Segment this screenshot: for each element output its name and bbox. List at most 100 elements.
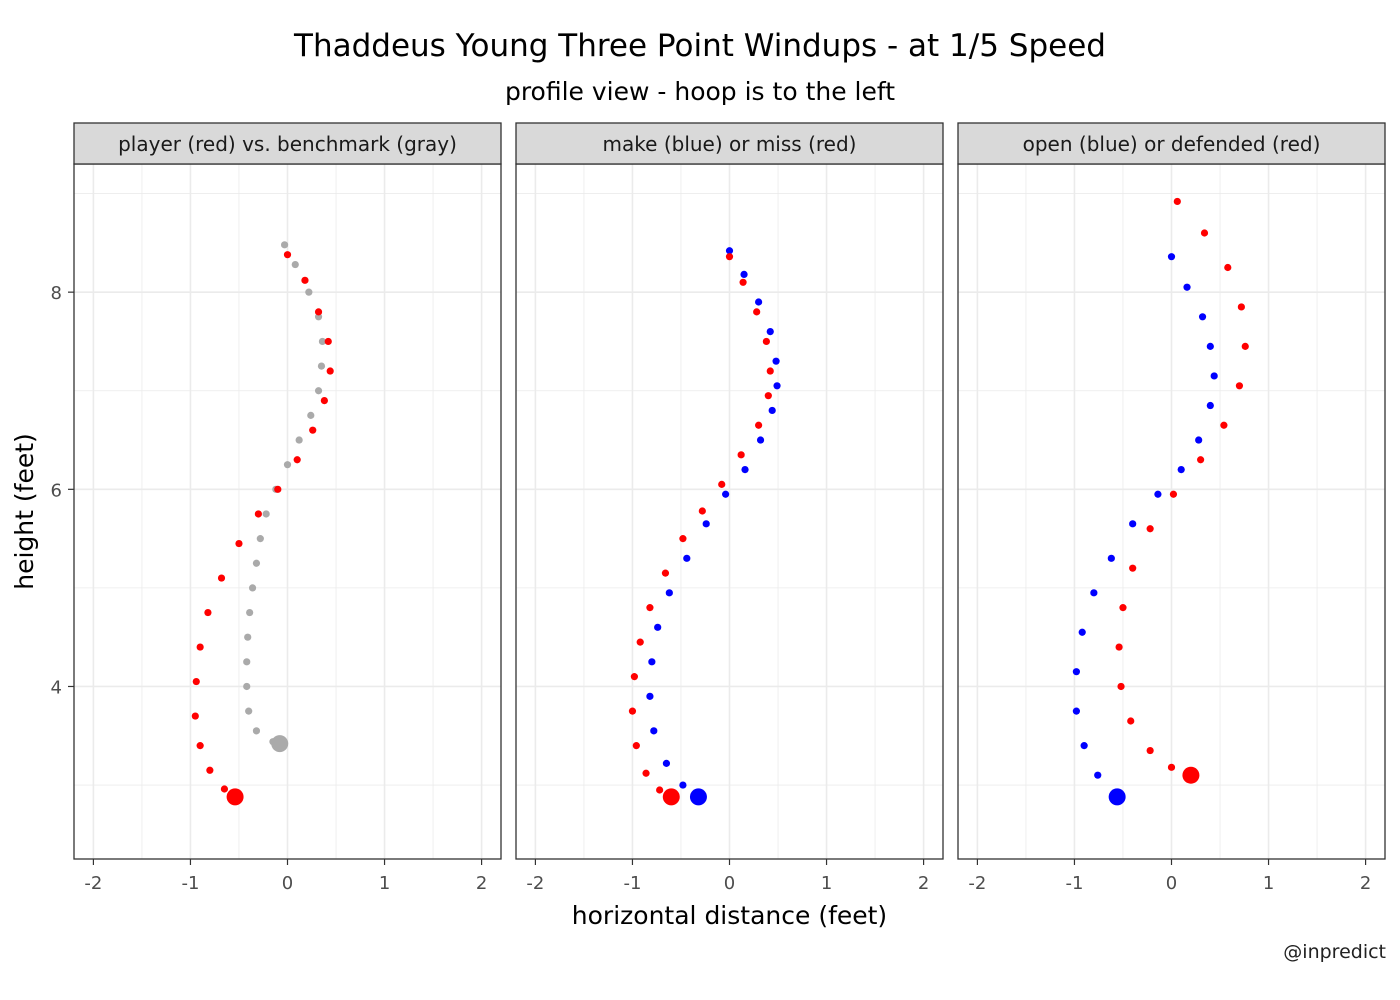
data-point-red [753,308,761,316]
data-point-red [1241,342,1249,350]
data-point-gray [244,633,252,641]
data-point-red [636,638,644,646]
data-point-gray [243,682,251,691]
data-point-red [1146,746,1154,755]
data-point-gray [317,362,326,370]
data-point-blue [756,436,765,444]
data-point-blue [1183,283,1191,291]
data-point-red [737,451,745,459]
data-point-blue [1129,520,1137,528]
x-tick-label: 0 [282,873,293,894]
data-point-red [630,673,638,681]
data-point-blue [1198,313,1207,321]
data-point-red [220,785,229,793]
data-point-blue [722,490,730,498]
chart-title: Thaddeus Young Three Point Windups - at … [294,28,1106,64]
data-point-red [1127,717,1135,725]
data-point-red [301,276,309,284]
data-point-blue [1195,436,1203,444]
data-point-red [196,643,204,651]
data-point-red [309,426,317,434]
data-point-red [766,367,774,375]
data-point-gray [252,559,261,567]
data-point-gray [248,584,257,592]
chart-subtitle: profile view - hoop is to the left [504,77,896,106]
start-point-blue [689,788,707,806]
data-point-blue [1078,628,1086,636]
data-point-blue [679,781,687,789]
data-point-blue [646,692,654,700]
data-point-blue [1072,668,1080,676]
data-point-red [679,535,687,543]
data-point-red [1200,229,1209,237]
data-point-red [324,337,332,346]
facet-strip-label: open (blue) or defended (red) [1023,132,1321,156]
data-point-red [1129,564,1137,572]
x-tick-label: -1 [181,873,199,894]
data-point-gray [314,387,323,395]
x-tick-label: -1 [623,873,641,894]
data-point-red [661,569,670,577]
start-point-red [662,788,680,806]
x-tick-label: 0 [724,873,735,894]
x-tick-label: -1 [1065,873,1083,894]
data-point-red [1167,763,1176,771]
data-point-gray [318,337,327,346]
data-point-red [320,396,328,405]
facet-strip [957,122,1386,165]
x-tick-label: -2 [968,873,986,894]
y-axis-label: height (feet) [10,433,39,590]
data-point-red [191,712,199,720]
start-point-red [1182,766,1200,784]
data-point-red [646,604,654,612]
data-point-red [204,608,212,617]
data-point-blue [1107,554,1115,562]
data-point-red [1220,421,1228,429]
credit-label: @inpredict [1283,941,1386,963]
data-point-gray [283,461,292,469]
data-point-blue [1094,771,1102,779]
data-point-red [762,337,770,346]
data-point-red [1146,525,1154,533]
facet-strip [73,122,502,165]
data-point-blue [1177,466,1185,474]
data-point-red [656,786,664,794]
data-point-gray [305,288,313,296]
data-point-red [642,769,650,777]
start-point-gray [271,735,289,753]
data-point-gray [295,436,303,444]
data-point-gray [307,411,315,419]
data-point-blue [1210,372,1218,380]
data-point-blue [773,382,781,390]
data-point-blue [650,727,658,735]
x-tick-label: 1 [821,873,832,894]
data-point-gray [314,313,323,321]
data-point-red [274,485,282,493]
data-point-blue [683,554,691,562]
y-tick-label: 8 [51,283,62,304]
data-point-blue [1072,707,1080,715]
data-point-blue [1080,742,1088,750]
data-point-gray [245,707,253,715]
facet-strip [515,122,944,165]
data-point-red [698,507,706,515]
data-point-red [718,480,726,488]
data-point-gray [291,260,299,269]
x-tick-label: 2 [1360,873,1371,894]
data-point-red [632,742,640,750]
data-point-red [326,367,334,375]
data-point-red [1197,456,1205,464]
data-point-red [764,392,772,400]
data-point-blue [755,298,763,306]
facet-strip-label: make (blue) or miss (red) [603,132,857,156]
data-point-red [217,574,226,582]
data-point-gray [243,658,251,666]
data-point-blue [1154,490,1162,498]
data-point-red [739,278,747,286]
data-point-red [1119,604,1127,612]
data-point-red [1224,263,1232,272]
data-point-red [1115,643,1123,651]
x-tick-label: 2 [476,873,487,894]
data-point-red [196,742,204,750]
